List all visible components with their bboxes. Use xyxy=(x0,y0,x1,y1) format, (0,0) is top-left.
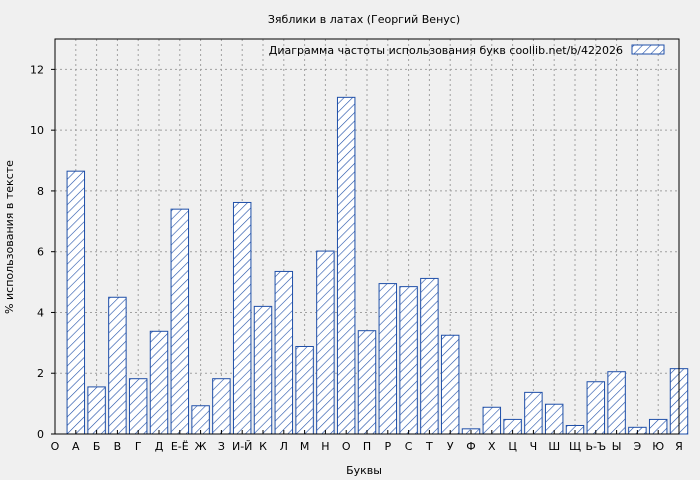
x-tick-label: Ц xyxy=(508,440,517,453)
y-tick-label: 0 xyxy=(37,428,44,441)
x-tick-label: Л xyxy=(280,440,288,453)
x-tick-label: У xyxy=(447,440,454,453)
bar-К xyxy=(253,305,273,435)
x-tick-label: С xyxy=(405,440,413,453)
legend-swatch xyxy=(631,44,665,55)
x-tick-label: Т xyxy=(425,440,433,453)
x-tick-label: К xyxy=(259,440,267,453)
y-tick-label: 12 xyxy=(30,63,44,76)
x-tick-label: Б xyxy=(93,440,101,453)
y-tick-label: 8 xyxy=(37,185,44,198)
bar-Д xyxy=(149,330,169,435)
bar-С xyxy=(399,286,418,435)
bar-Ч xyxy=(524,391,543,435)
bar-Ь-Ъ xyxy=(586,381,606,435)
x-tick-label: В xyxy=(114,440,122,453)
x-tick-label: Ь-Ъ xyxy=(585,440,606,453)
bar-М xyxy=(295,345,314,435)
bar-Ш xyxy=(544,403,564,435)
chart-title: Зяблики в латах (Георгий Венус) xyxy=(268,13,460,26)
x-tick-label: Э xyxy=(634,440,642,453)
x-tick-label: О xyxy=(51,440,60,453)
bar-Р xyxy=(378,283,398,435)
x-tick-label: И-Й xyxy=(232,440,252,453)
bar-Б xyxy=(87,386,106,435)
x-tick-label: Г xyxy=(135,440,142,453)
bar-Г xyxy=(128,378,148,435)
bars xyxy=(66,96,689,435)
x-tick-label: Н xyxy=(321,440,329,453)
bar-У xyxy=(440,334,460,435)
y-tick-label: 4 xyxy=(37,306,44,319)
x-axis-label: Буквы xyxy=(346,464,382,477)
bar-Е-Ё xyxy=(170,208,190,435)
x-tick-label: А xyxy=(72,440,80,453)
bar-В xyxy=(108,296,127,435)
bar-П xyxy=(357,330,377,435)
x-tick-label: Д xyxy=(155,440,164,453)
x-tick-label: О xyxy=(342,440,351,453)
bar-З xyxy=(212,378,231,435)
bar-Х xyxy=(482,406,502,435)
x-tick-label: М xyxy=(300,440,310,453)
x-tick-label: П xyxy=(363,440,371,453)
bar-Ж xyxy=(191,405,210,435)
bar-А xyxy=(66,170,86,435)
y-tick-label: 10 xyxy=(30,124,44,137)
x-tick-label: Р xyxy=(384,440,391,453)
bar-Ы xyxy=(607,371,626,435)
bar-О xyxy=(336,96,356,435)
x-tick-label: Ы xyxy=(612,440,622,453)
x-tick-label: Ш xyxy=(548,440,560,453)
bar-Л xyxy=(274,270,294,435)
bar-Н xyxy=(316,250,335,435)
y-axis-ticks: 0 2 4 6 8 10 12 xyxy=(30,63,55,441)
x-axis-ticks: О А Б В Г Д Е-Ё Ж З И-Й К Л М Н О П Р С Т У Ф Х Ц Ч Ш Щ Ь-Ъ Ы Э Ю Я xyxy=(51,430,683,453)
bar-И-Й xyxy=(232,201,252,435)
x-tick-label: Ф xyxy=(466,440,475,453)
x-tick-label: Ч xyxy=(530,440,538,453)
legend-label: Диаграмма частоты использования букв coo… xyxy=(269,44,623,57)
x-tick-label: З xyxy=(218,440,225,453)
legend: Диаграмма частоты использования букв coo… xyxy=(269,44,665,57)
x-tick-label: Е-Ё xyxy=(171,440,189,453)
x-tick-label: Щ xyxy=(569,440,581,453)
y-axis-label: % использования в тексте xyxy=(3,160,16,314)
y-tick-label: 6 xyxy=(37,246,44,259)
y-tick-label: 2 xyxy=(37,367,44,380)
x-tick-label: Ю xyxy=(652,440,664,453)
x-tick-label: Х xyxy=(488,440,496,453)
x-tick-label: Ж xyxy=(195,440,207,453)
bar-Т xyxy=(420,277,439,435)
x-tick-label: Я xyxy=(675,440,683,453)
